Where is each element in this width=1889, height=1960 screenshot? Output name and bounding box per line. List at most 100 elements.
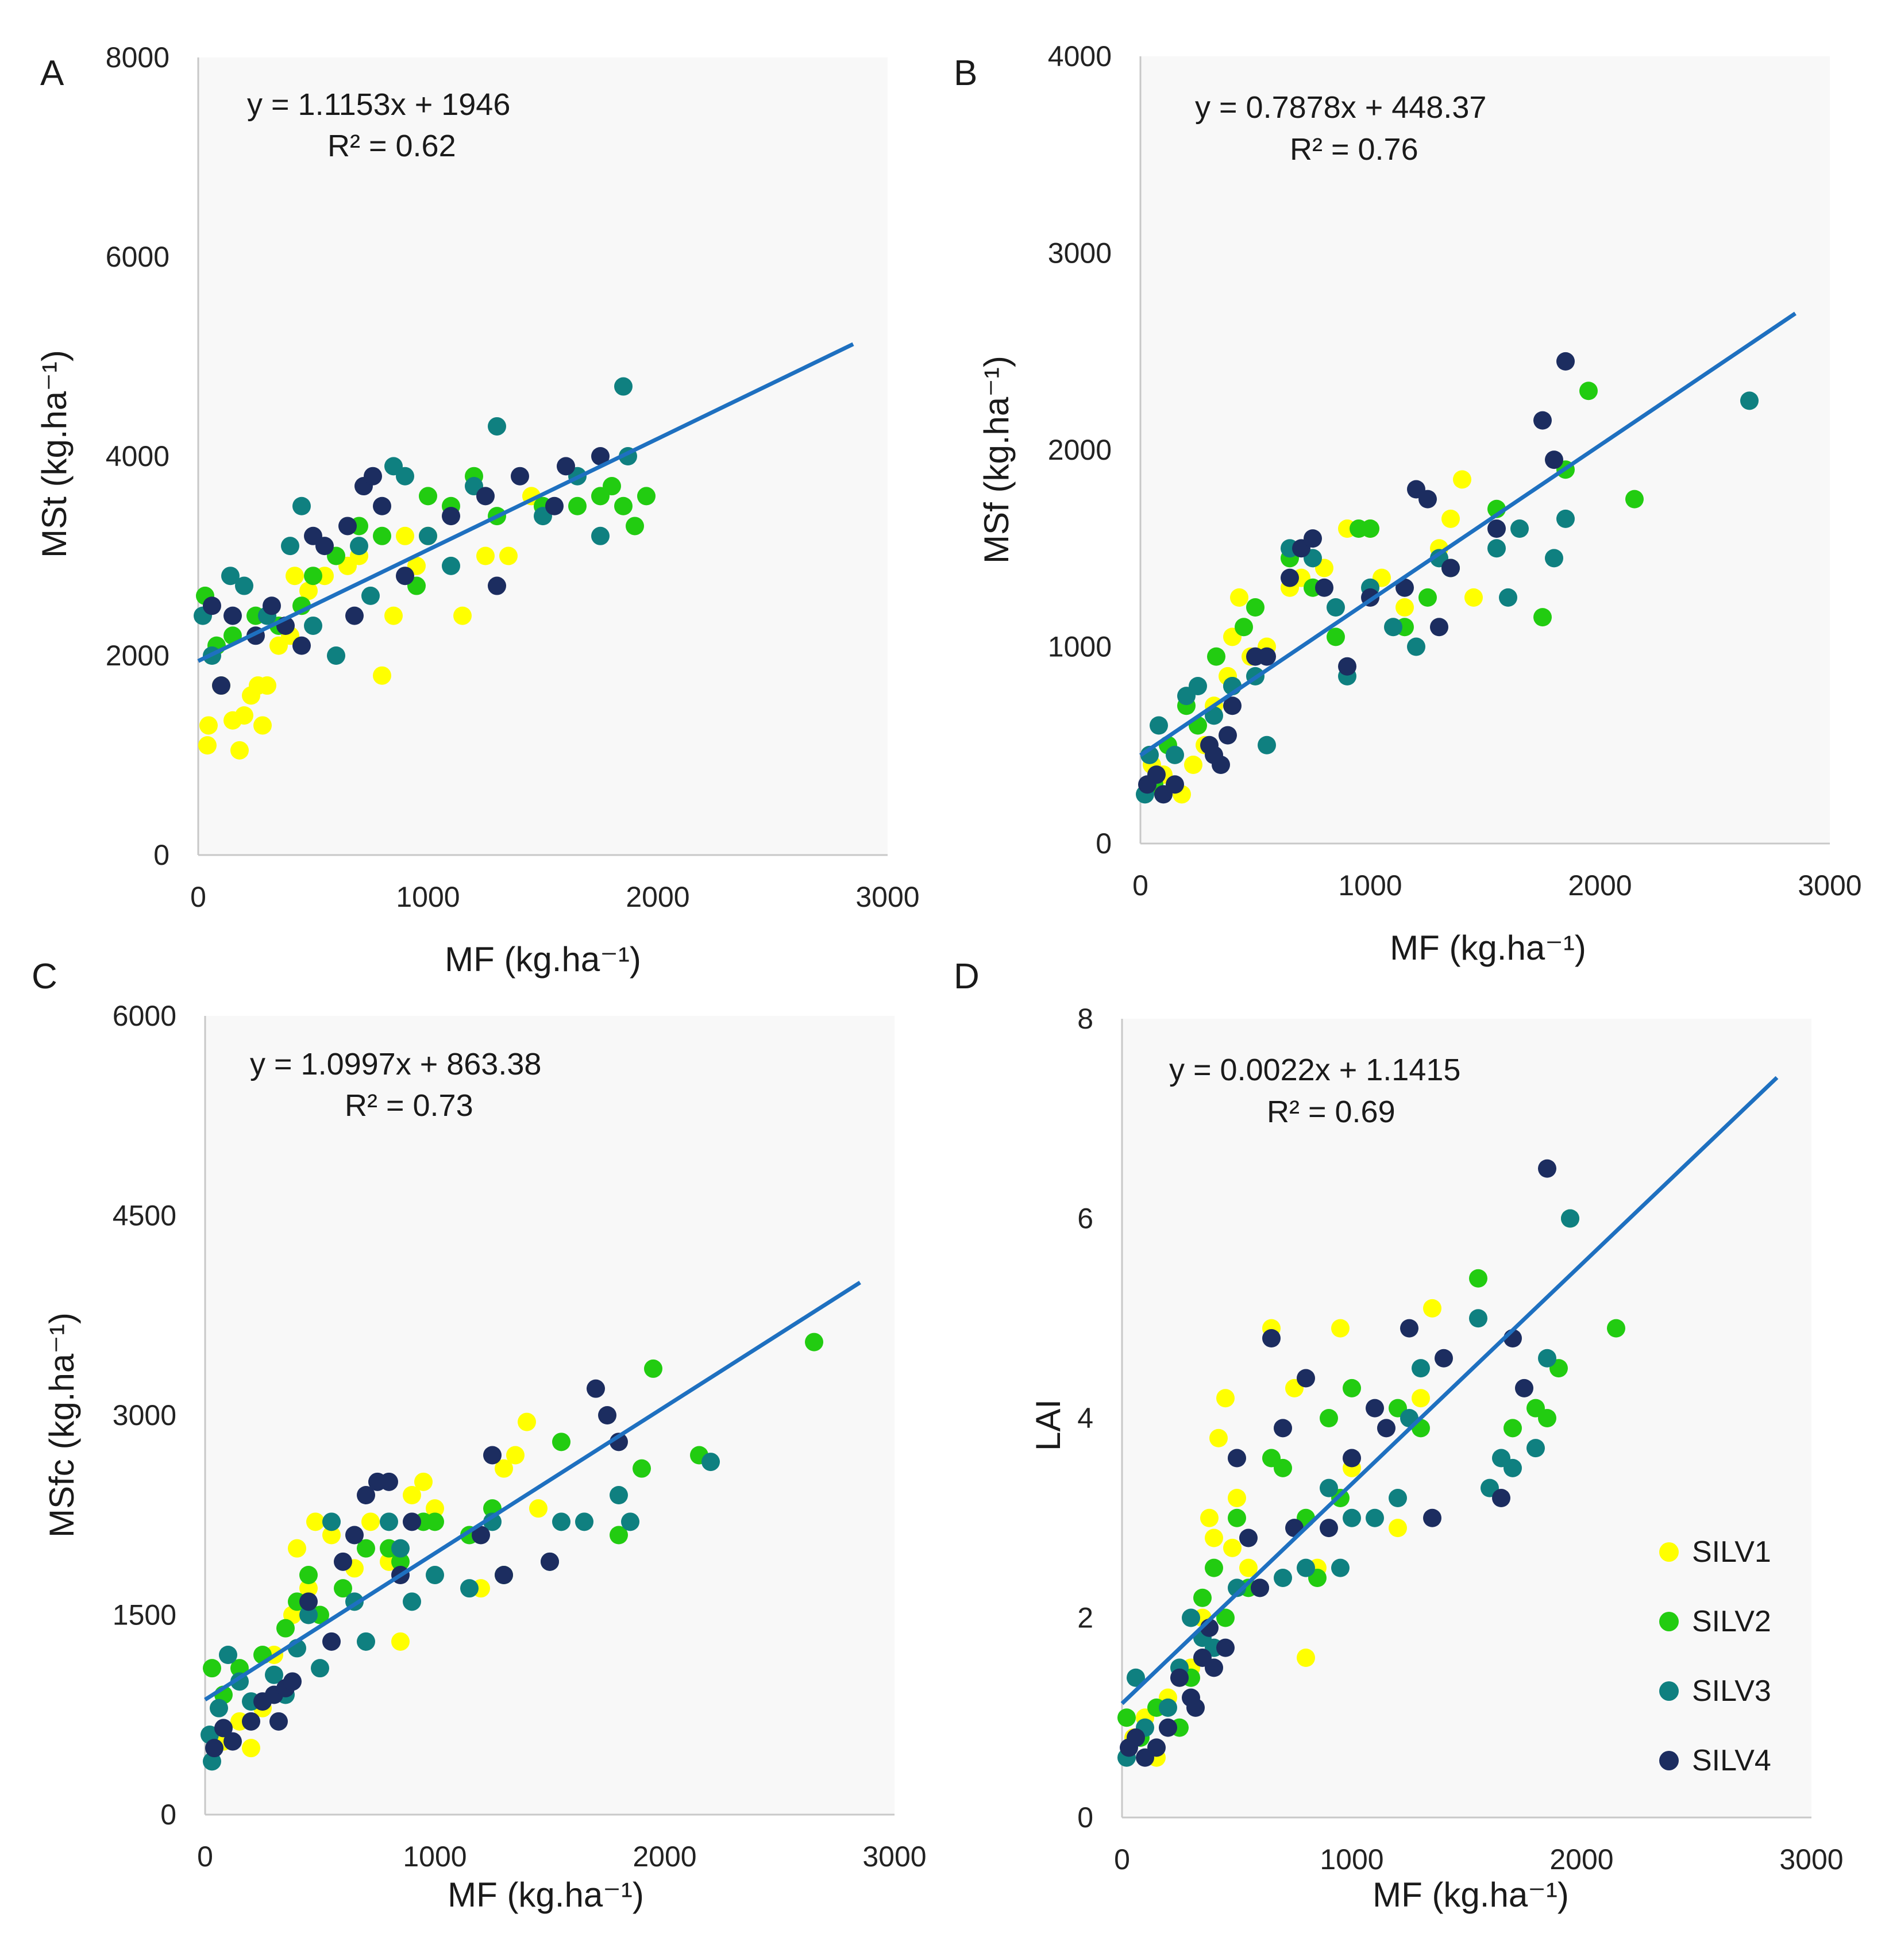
series-silv4 bbox=[1120, 1159, 1556, 1767]
x-axis-label: MF (kg.ha⁻¹) bbox=[448, 1876, 644, 1914]
data-point bbox=[1504, 1458, 1522, 1477]
data-point bbox=[488, 576, 506, 595]
legend: SILV1 SILV2 SILV3 SILV4 bbox=[1659, 1535, 1771, 1777]
data-point bbox=[283, 1672, 302, 1691]
data-point bbox=[552, 1433, 570, 1451]
data-point bbox=[1389, 1489, 1407, 1507]
y-axis-label: MSfc (kg.ha⁻¹) bbox=[43, 1312, 81, 1538]
r-squared: R² = 0.62 bbox=[327, 129, 456, 163]
y-tick-label: 4500 bbox=[113, 1200, 176, 1232]
y-tick-label: 6 bbox=[1077, 1203, 1093, 1235]
data-point bbox=[299, 582, 318, 600]
series-silv4 bbox=[205, 1379, 628, 1758]
x-tick-label: 1000 bbox=[1338, 869, 1402, 902]
data-point bbox=[292, 636, 311, 655]
data-point bbox=[391, 1632, 410, 1651]
panel-a: 0 2000 4000 6000 8000 0 1000 2000 3000 MF (kg.ha⁻… bbox=[35, 41, 920, 979]
legend-marker bbox=[1659, 1612, 1679, 1631]
data-point bbox=[391, 1552, 410, 1571]
trendline bbox=[204, 1280, 861, 1701]
data-point bbox=[1182, 1608, 1200, 1627]
data-point bbox=[242, 1739, 260, 1758]
data-point bbox=[1389, 1519, 1407, 1538]
data-point bbox=[1320, 1409, 1338, 1427]
data-point bbox=[334, 1579, 352, 1598]
legend-label: SILV3 bbox=[1692, 1674, 1771, 1708]
data-point bbox=[1556, 509, 1575, 528]
data-point bbox=[483, 1512, 502, 1531]
data-point bbox=[1453, 470, 1471, 489]
data-point bbox=[373, 666, 391, 685]
data-point bbox=[1315, 578, 1333, 597]
data-point bbox=[1159, 1698, 1177, 1717]
data-point bbox=[1469, 1269, 1487, 1288]
data-point bbox=[1412, 1359, 1430, 1378]
data-point bbox=[1545, 549, 1563, 568]
data-point bbox=[1251, 1578, 1269, 1597]
data-point bbox=[545, 496, 564, 515]
data-point bbox=[1377, 1419, 1395, 1438]
legend-label: SILV2 bbox=[1692, 1605, 1771, 1638]
data-point bbox=[1228, 1578, 1246, 1597]
data-point bbox=[603, 477, 621, 496]
data-point bbox=[598, 1406, 616, 1424]
data-point bbox=[1327, 598, 1345, 617]
data-point bbox=[198, 736, 217, 755]
panel-letter: A bbox=[40, 53, 64, 93]
x-tick-label: 2000 bbox=[1549, 1843, 1613, 1876]
data-point bbox=[315, 537, 334, 556]
data-point bbox=[511, 467, 529, 486]
trendline-equation: y = 0.7878x + 448.37 bbox=[1195, 90, 1486, 125]
data-point bbox=[1625, 490, 1644, 509]
data-point bbox=[1343, 1449, 1361, 1468]
data-point bbox=[1166, 775, 1184, 794]
data-point bbox=[1407, 637, 1425, 656]
data-point bbox=[1212, 756, 1230, 774]
data-point bbox=[327, 646, 345, 665]
data-point bbox=[1228, 1449, 1246, 1468]
data-point bbox=[426, 1512, 444, 1531]
data-point bbox=[1297, 1369, 1315, 1388]
data-point bbox=[1579, 382, 1598, 401]
data-point bbox=[396, 567, 414, 586]
series-silv4 bbox=[1138, 352, 1575, 804]
data-point bbox=[1200, 1508, 1219, 1527]
data-point bbox=[212, 676, 230, 695]
data-point bbox=[626, 517, 644, 536]
y-axis-label: MSt (kg.ha⁻¹) bbox=[35, 350, 74, 558]
data-point bbox=[453, 606, 472, 625]
data-point bbox=[591, 447, 610, 465]
data-point bbox=[210, 1699, 228, 1718]
data-point bbox=[575, 1512, 593, 1531]
x-tick-label: 2000 bbox=[633, 1840, 696, 1873]
y-tick-label: 0 bbox=[1096, 827, 1112, 860]
data-point bbox=[1533, 411, 1552, 430]
data-point bbox=[223, 1732, 242, 1751]
data-point bbox=[223, 606, 242, 625]
data-point bbox=[1338, 657, 1356, 676]
data-point bbox=[1331, 1319, 1350, 1338]
data-point bbox=[235, 576, 253, 595]
legend-label: SILV4 bbox=[1692, 1744, 1771, 1777]
data-point bbox=[1607, 1319, 1625, 1338]
panel-letter: C bbox=[32, 957, 57, 996]
y-tick-label: 6000 bbox=[106, 241, 169, 273]
panel-letter: B bbox=[954, 53, 977, 93]
x-tick-label: 1000 bbox=[1320, 1843, 1383, 1876]
data-point bbox=[1538, 1349, 1556, 1368]
y-tick-label: 3000 bbox=[113, 1399, 176, 1431]
series-silv4 bbox=[203, 447, 610, 695]
data-point bbox=[350, 537, 368, 556]
data-point bbox=[1526, 1439, 1545, 1458]
data-point bbox=[361, 586, 380, 605]
legend-marker bbox=[1659, 1542, 1679, 1562]
data-point bbox=[557, 457, 575, 476]
data-point bbox=[1331, 1558, 1350, 1577]
data-point bbox=[483, 1446, 502, 1465]
data-point bbox=[1343, 1508, 1361, 1527]
data-point bbox=[263, 596, 281, 615]
data-point bbox=[384, 606, 403, 625]
data-point bbox=[299, 1566, 318, 1584]
data-point bbox=[1538, 1159, 1556, 1178]
data-point bbox=[396, 526, 414, 545]
